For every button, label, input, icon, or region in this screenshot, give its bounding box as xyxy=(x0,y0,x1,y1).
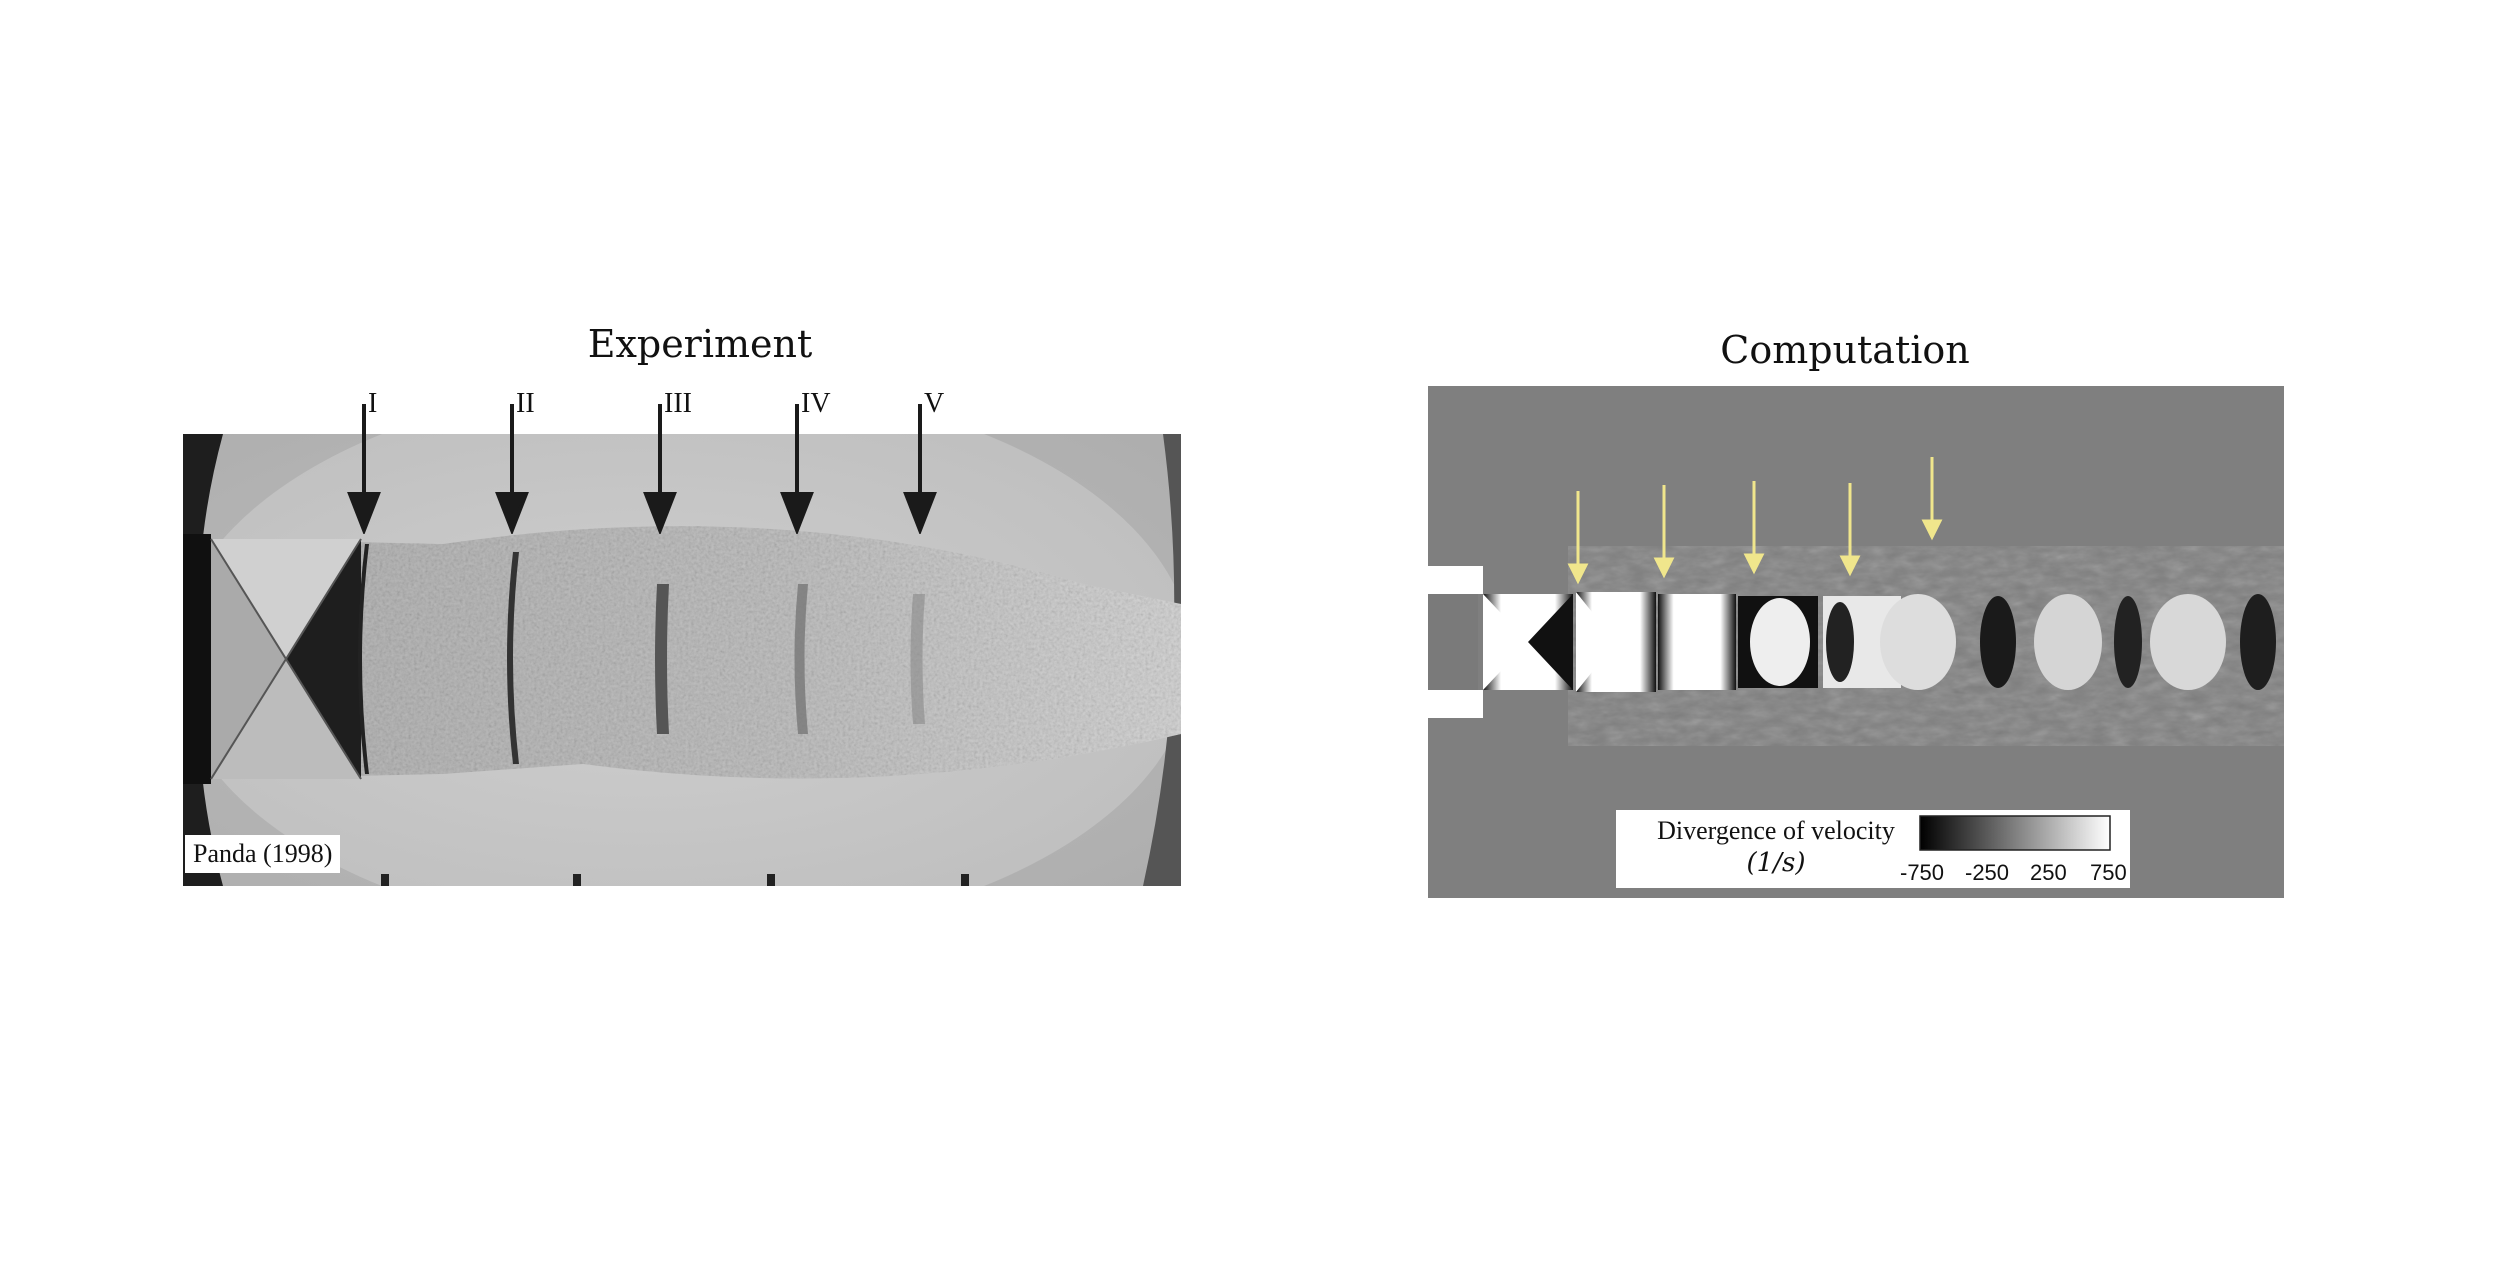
arrow-icon xyxy=(643,404,677,534)
arrow-icon xyxy=(1653,485,1675,579)
arrow-icon xyxy=(780,404,814,534)
schlieren-photograph xyxy=(183,434,1181,886)
marker-label-ii: II xyxy=(516,388,535,419)
marker-label-iv: IV xyxy=(801,388,831,419)
arrow-icon xyxy=(1839,483,1861,577)
marker-label-iii: III xyxy=(664,388,692,419)
marker-label-v: V xyxy=(924,388,945,419)
legend-tick: -750 xyxy=(1900,860,1945,885)
photo-credit: Panda (1998) xyxy=(185,835,341,873)
arrow-icon xyxy=(1567,491,1589,585)
legend-tick: -250 xyxy=(1965,860,2010,885)
legend-unit: (1/s) xyxy=(1746,848,1806,878)
arrow-icon xyxy=(1921,457,1943,541)
legend-title: Divergence of velocity xyxy=(1657,816,1895,845)
arrow-icon xyxy=(495,404,529,534)
legend-tick: 750 xyxy=(2090,860,2127,885)
experiment-title: Experiment xyxy=(587,322,813,366)
legend-tick: 250 xyxy=(2030,860,2067,885)
marker-label-i: I xyxy=(368,388,378,419)
arrow-icon xyxy=(1743,481,1765,575)
arrow-icon xyxy=(347,404,381,534)
simulation-image xyxy=(1428,386,2284,898)
shock-marker-arrows xyxy=(347,404,937,534)
arrow-icon xyxy=(903,404,937,534)
computation-title: Computation xyxy=(1720,328,1970,372)
shock-marker-arrows-yellow xyxy=(1567,457,1943,585)
